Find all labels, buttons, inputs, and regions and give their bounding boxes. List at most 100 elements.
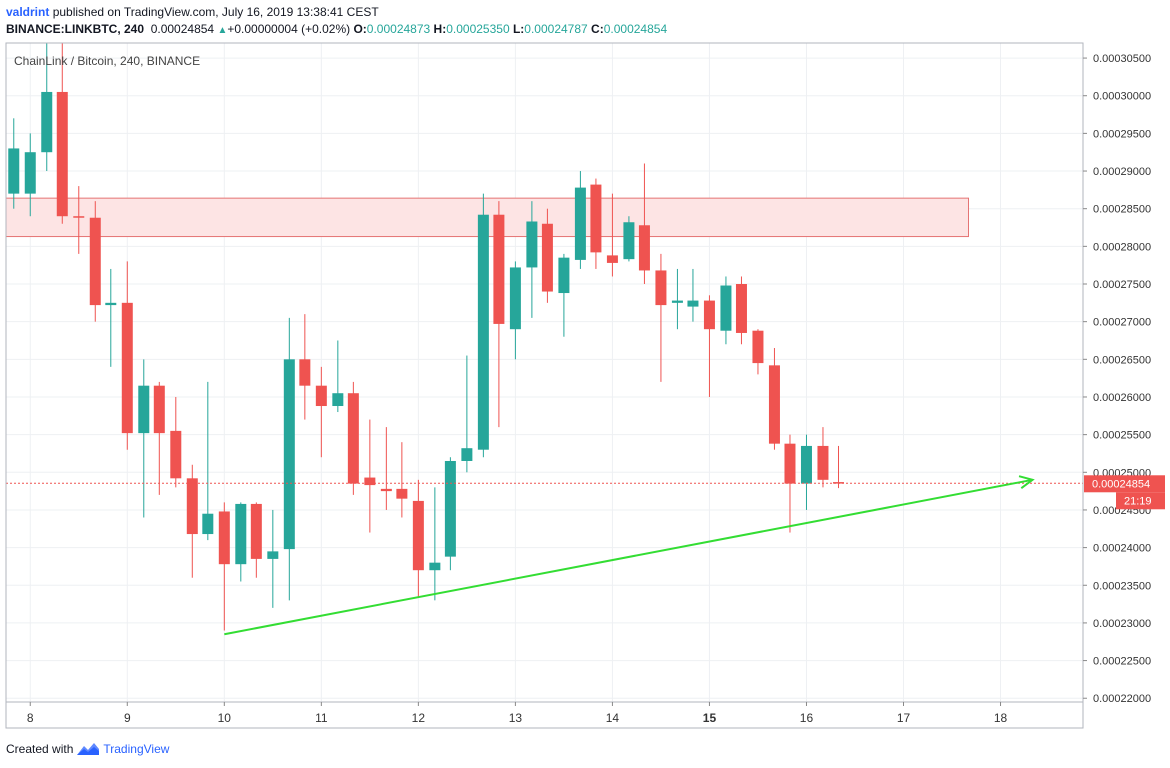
candle-down [412,479,424,597]
candle-body [800,445,812,484]
candle-up [283,317,295,601]
candle-down [735,276,747,345]
candles [8,43,844,631]
candle-up [105,268,117,367]
candle-down [606,193,618,277]
candle-down [250,502,262,578]
time-tick-label: 13 [509,711,523,725]
time-axis[interactable]: 8 9 10 11 12 13 14 15 16 17 18 [6,701,1083,725]
close-label: C: [591,22,604,36]
tradingview-link[interactable]: TradingView [103,742,170,756]
price-tick-label: 0.00026000 [1093,392,1151,404]
candle-body [267,551,279,559]
candle-body [655,270,667,306]
last-price-tag-bg [1084,475,1165,493]
price-tick-label: 0.00027500 [1093,279,1151,291]
author-link[interactable]: valdrint [6,5,50,19]
candle-down [380,427,392,510]
candle-body [250,503,262,559]
candle-body [638,225,650,271]
time-tick-label: 9 [124,711,131,725]
candle-up [461,355,473,473]
grid [6,43,1083,702]
open-label: O: [353,22,367,36]
price-axis[interactable]: 0.00030500 0.00030000 0.00029500 0.00029000… [1083,53,1151,705]
price-tick-label: 0.00030500 [1093,53,1151,65]
price-tick-label: 0.00023000 [1093,618,1151,630]
chart-title: ChainLink / Bitcoin, 240, BINANCE [14,54,200,68]
candle-body [606,255,618,263]
time-tick-label: 15 [703,711,717,725]
candle-body [24,152,36,194]
price-tick-label: 0.00022000 [1093,693,1151,705]
candle-down [299,314,311,420]
candle-body [444,460,456,557]
candle-down [315,366,327,458]
candle-down [768,348,780,450]
candle-body [170,430,182,479]
last-price-value: 0.00024854 [150,22,215,36]
price-tick-label: 0.00027000 [1093,317,1151,329]
candle-down [784,434,796,533]
time-tick-label: 16 [800,711,814,725]
candle-down [170,396,182,488]
candle-down [541,208,553,303]
candle-body [380,488,392,492]
price-tick-label: 0.00029500 [1093,128,1151,140]
candle-up [429,487,441,601]
time-tick-label: 17 [897,711,911,725]
plot-border [5,42,1084,729]
candle-down [56,43,68,224]
candle-body [41,91,53,153]
support-trendline[interactable] [224,478,1033,636]
candle-body [299,359,311,386]
candle-body [784,443,796,484]
candle-up [574,171,586,269]
footer: Created with TradingView [6,742,169,756]
candle-body [687,300,699,307]
candle-up [332,340,344,413]
price-tick-label: 0.00025500 [1093,430,1151,442]
low-value: 0.00024787 [524,22,588,36]
close-value: 0.00024854 [603,22,668,36]
candle-down [832,445,844,489]
candle-body [526,221,538,268]
candle-body [347,393,359,484]
candle-down [218,502,230,631]
publish-info: valdrint published on TradingView.com, J… [6,5,379,19]
candle-down [590,178,602,269]
candle-down [89,201,101,322]
published-text: published on TradingView.com, July 16, 2… [52,5,379,19]
symbol-label: BINANCE:LINKBTC, 240 [6,22,145,36]
candle-body [671,300,683,303]
candle-up [477,193,489,458]
candle-down [73,186,85,254]
candle-body [235,503,247,565]
candle-body [138,385,150,434]
candle-down [153,381,165,495]
candle-body [364,477,376,486]
open-value: 0.00024873 [366,22,431,36]
time-tick-label: 12 [412,711,426,725]
candle-up [800,434,812,510]
candle-body [396,488,408,499]
candle-body [590,184,602,253]
ohlc-bar: BINANCE:LINKBTC, 240 0.00024854 ▲+0.0000… [6,22,667,36]
tradingview-logo-icon [77,743,100,755]
candle-body [218,511,230,565]
candle-down [638,163,650,285]
candle-body [121,302,133,434]
candle-body [332,393,344,407]
candle-body [8,148,20,194]
time-tick-label: 11 [315,711,328,725]
price-tick-label: 0.00030000 [1093,91,1151,103]
price-tick-label: 0.00024000 [1093,543,1151,555]
candle-up [558,253,570,337]
candle-body [105,302,117,306]
candle-up [526,201,538,318]
candle-body [461,448,473,461]
candle-up [509,261,521,360]
candle-down [493,201,505,428]
candle-body [574,187,586,260]
